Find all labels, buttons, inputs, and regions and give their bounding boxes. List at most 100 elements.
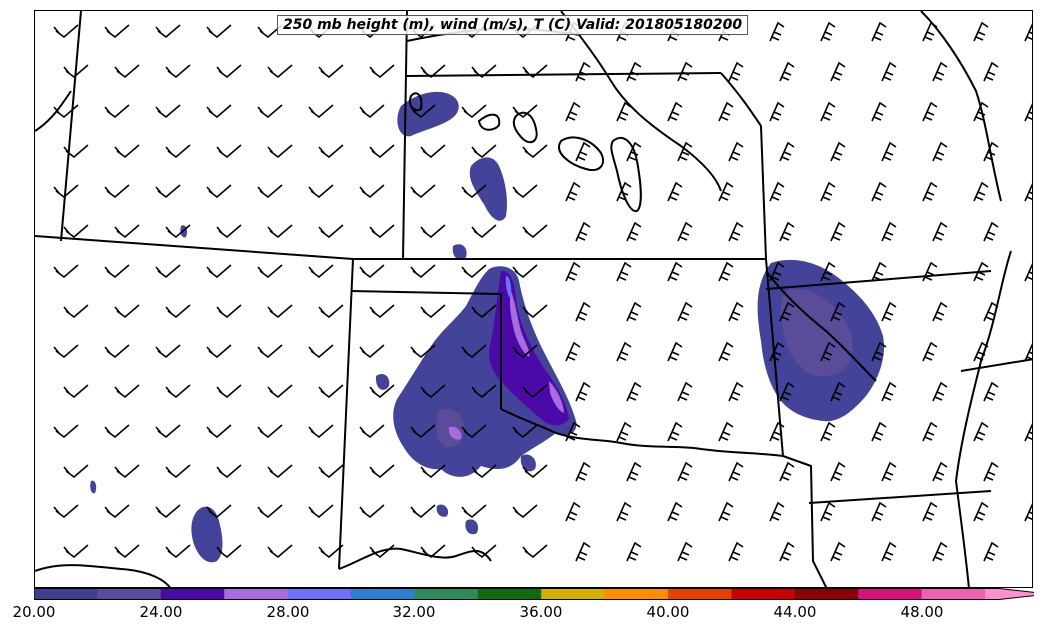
wind-barb [575, 61, 591, 82]
colorbar [34, 588, 1034, 600]
wind-barb [257, 344, 283, 359]
colorbar-swatch [541, 588, 606, 600]
colorbar-swatch [794, 588, 859, 600]
wind-barb [165, 144, 191, 159]
wind-barb [871, 501, 887, 522]
wind-barb [616, 261, 632, 282]
wind-barb [820, 21, 836, 42]
colorbar-swatch [34, 588, 98, 600]
wind-barb [779, 381, 795, 402]
wind-barb [667, 261, 683, 282]
wind-barb [973, 181, 989, 202]
wind-barb [820, 421, 836, 442]
wind-barb [769, 261, 785, 282]
wind-barb [728, 461, 744, 482]
wind-barb [728, 541, 744, 562]
wind-barb [216, 64, 242, 79]
wind-barb [53, 184, 79, 199]
wind-barb [626, 461, 642, 482]
wind-barb [53, 104, 79, 119]
wind-barb [471, 464, 497, 479]
wind-barb [165, 384, 191, 399]
wind-barb [114, 384, 140, 399]
wind-barb [718, 261, 734, 282]
wind-barb [359, 184, 385, 199]
wind-barb [830, 381, 846, 402]
wind-barb [165, 64, 191, 79]
wind-barb [267, 464, 293, 479]
plot-title: 250 mb height (m), wind (m/s), T (C) Val… [277, 15, 749, 35]
wind-barb [206, 184, 232, 199]
colorbar-tick-label: 28.00 [266, 603, 310, 621]
wind-barb [575, 141, 591, 162]
wind-barb [1024, 23, 1032, 42]
wind-barb [769, 181, 785, 202]
wind-barb [53, 504, 79, 519]
wind-barb [420, 544, 446, 559]
shading-central-core [489, 270, 569, 426]
wind-barb [830, 461, 846, 482]
wind-barb [626, 541, 642, 562]
wind-barb [104, 504, 130, 519]
wind-barb [728, 61, 744, 82]
boundary-arkansas-south [808, 490, 992, 504]
wind-barb [216, 544, 242, 559]
wind-barb [206, 24, 232, 39]
wind-barb [114, 144, 140, 159]
wind-barb [471, 304, 497, 319]
wind-barb [522, 384, 548, 399]
colorbar-outline [34, 588, 1034, 600]
wind-barb [922, 21, 938, 42]
wind-barb [575, 301, 591, 322]
wind-barb [369, 384, 395, 399]
boundary-oklahoma-panhandle [350, 290, 502, 409]
wind-barb [932, 461, 948, 482]
boundary-mississippi [954, 250, 1012, 587]
wind-barb [359, 264, 385, 279]
contour-loop-2 [512, 111, 538, 144]
wind-barb [973, 341, 989, 362]
wind-barb [53, 24, 79, 39]
wind-barb [63, 464, 89, 479]
wind-barb [983, 381, 999, 402]
wind-barb [359, 424, 385, 439]
boundary-colorado-west [60, 11, 82, 242]
wind-barb [565, 101, 581, 122]
wind-barb [881, 141, 897, 162]
wind-barb [881, 301, 897, 322]
wind-barb [881, 461, 897, 482]
wind-barb [779, 301, 795, 322]
colorbar-swatch [731, 588, 796, 600]
contour-loop-3 [558, 136, 605, 171]
wind-barb [410, 264, 436, 279]
wind-barb [677, 221, 693, 242]
colorbar-tick-label: 20.00 [12, 603, 56, 621]
wind-barb [728, 141, 744, 162]
wind-barb [257, 424, 283, 439]
wind-barb [308, 424, 334, 439]
boundary-colorado-east [402, 11, 408, 260]
wind-barb [830, 61, 846, 82]
wind-barb [881, 221, 897, 242]
wind-barb [420, 384, 446, 399]
wind-barb [318, 144, 344, 159]
map-panel [34, 10, 1033, 588]
wind-barb [871, 341, 887, 362]
wind-barb [461, 104, 487, 119]
boundary-texas-gulf [35, 564, 171, 587]
wind-barb [420, 464, 446, 479]
wind-barb [267, 304, 293, 319]
colorbar-swatch [414, 588, 479, 600]
wind-barb [155, 104, 181, 119]
wind-barb [728, 381, 744, 402]
wind-barb [369, 64, 395, 79]
colorbar-swatch [604, 588, 669, 600]
shading-kansas-streak [469, 157, 508, 221]
wind-barb [820, 341, 836, 362]
wind-barb [1024, 343, 1032, 362]
wind-barb [820, 101, 836, 122]
wind-barb [410, 504, 436, 519]
wind-barb [461, 264, 487, 279]
wind-barb [820, 181, 836, 202]
wind-barb [1024, 263, 1032, 282]
